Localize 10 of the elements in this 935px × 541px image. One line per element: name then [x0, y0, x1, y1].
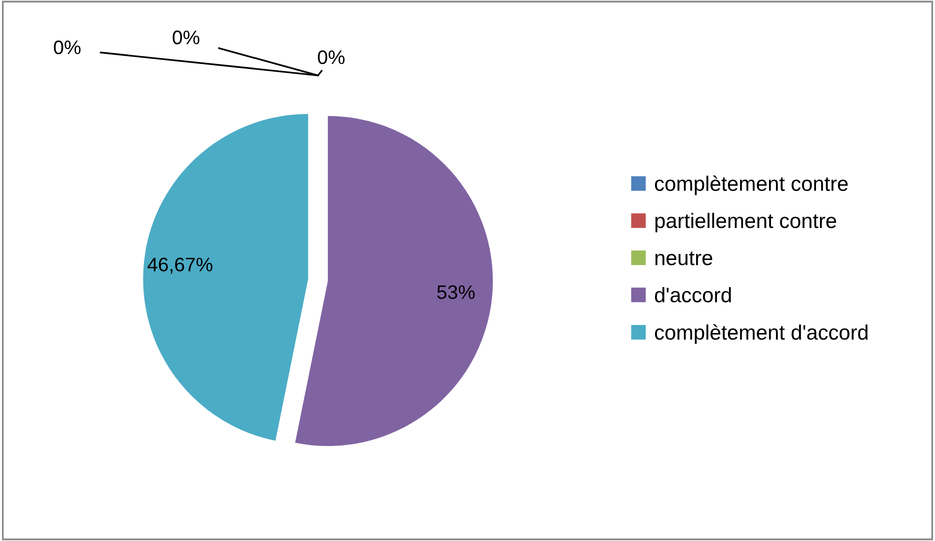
legend-label: complètement contre — [654, 175, 848, 196]
data-label: 53% — [437, 285, 475, 300]
legend-label: partiellement contre — [655, 212, 836, 232]
legend-label: neutre — [655, 252, 712, 266]
legend-label: complètement d'accord — [654, 324, 868, 344]
text: 0% — [54, 40, 81, 54]
legend-label: d'accord — [654, 287, 731, 302]
text: 0% — [318, 50, 345, 64]
text: 0% — [172, 30, 200, 44]
data-label: 46,67% — [148, 258, 212, 274]
